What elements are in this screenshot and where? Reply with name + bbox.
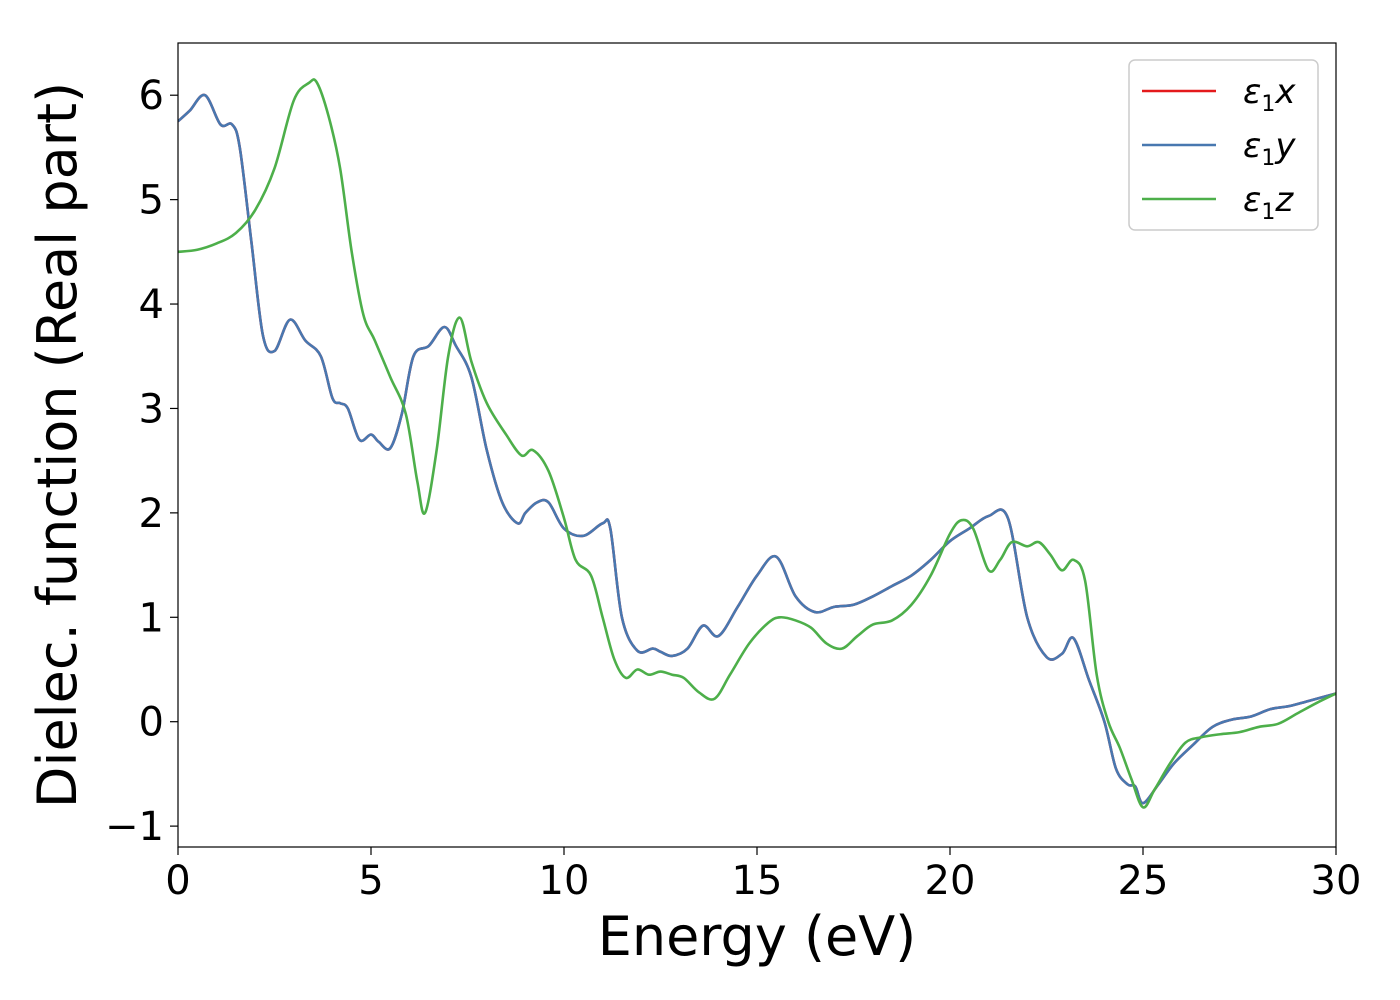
x-tick-label: 5	[358, 858, 383, 904]
x-tick-label: 0	[165, 858, 190, 904]
series-lines	[178, 78, 1336, 809]
series-line-z	[178, 78, 1336, 809]
x-tick-label: 20	[925, 858, 976, 904]
y-axis-ticks: −1 0 1 2 3 4 5 6	[105, 73, 178, 850]
legend-label-y: ε1y	[1243, 126, 1296, 171]
y-tick-label: 2	[139, 491, 164, 537]
legend-label-x: ε1x	[1243, 72, 1296, 117]
y-tick-label: 1	[139, 595, 164, 641]
y-tick-label: 4	[139, 282, 164, 328]
y-tick-label: 5	[139, 178, 164, 224]
y-tick-label: 6	[139, 73, 164, 119]
x-tick-label: 25	[1118, 858, 1169, 904]
x-tick-label: 10	[539, 858, 590, 904]
x-axis-label: Energy (eV)	[598, 905, 917, 968]
x-tick-label: 30	[1311, 858, 1362, 904]
y-tick-label: 0	[139, 700, 164, 746]
legend: ε1x ε1y ε1z	[1128, 59, 1319, 231]
legend-box	[1128, 59, 1319, 231]
series-line-y	[178, 93, 1336, 805]
y-tick-label: 3	[139, 386, 164, 432]
y-axis-label: Dielec. function (Real part)	[26, 82, 89, 808]
x-tick-label: 15	[732, 858, 783, 904]
legend-label-z: ε1z	[1243, 180, 1294, 225]
x-axis-ticks: 0 5 10 15 20 25 30	[165, 847, 1361, 904]
y-tick-label: −1	[105, 804, 164, 850]
